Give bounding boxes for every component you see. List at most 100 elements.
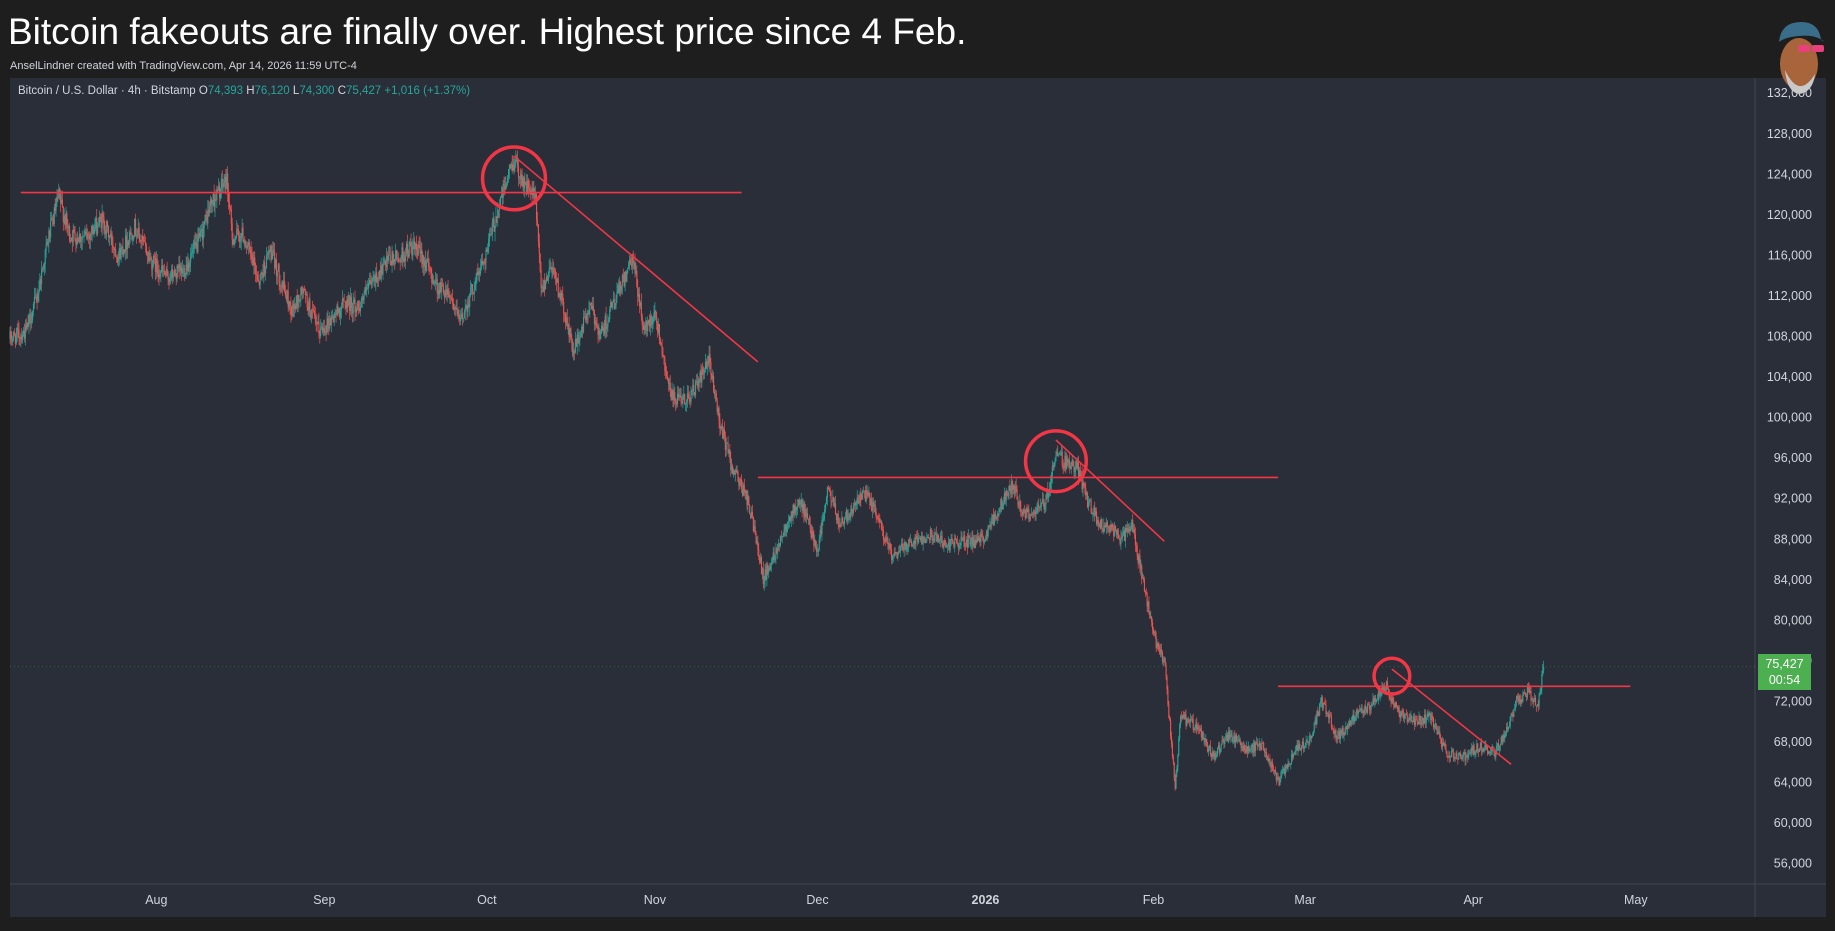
candle xyxy=(1528,683,1530,695)
candle xyxy=(1214,750,1216,763)
time-axis[interactable]: Aug Sep Oct Nov Dec 2026 Feb Mar Apr May xyxy=(145,893,1648,907)
candle xyxy=(390,260,392,266)
candle xyxy=(1022,508,1024,517)
candle xyxy=(125,228,127,261)
candle xyxy=(527,177,529,198)
candle xyxy=(989,517,991,530)
candle xyxy=(13,330,15,342)
candle xyxy=(48,227,50,254)
candle xyxy=(1356,708,1358,721)
highlight-circle[interactable] xyxy=(1372,656,1412,696)
candle xyxy=(1008,485,1010,500)
candle xyxy=(81,230,83,250)
candle xyxy=(437,283,439,300)
candle xyxy=(882,525,884,546)
candle xyxy=(869,492,871,510)
candle xyxy=(741,474,743,493)
candle xyxy=(1308,741,1310,750)
time-tick-label: May xyxy=(1624,893,1648,907)
candle xyxy=(583,311,585,318)
candle xyxy=(85,228,87,236)
candle xyxy=(571,333,573,352)
candle xyxy=(1520,698,1522,708)
candle xyxy=(512,155,514,172)
candle xyxy=(1506,722,1508,737)
candle xyxy=(636,265,638,288)
candle xyxy=(381,263,383,276)
candle xyxy=(1317,706,1319,716)
candle xyxy=(1232,736,1234,745)
candle xyxy=(870,497,872,506)
candle xyxy=(525,181,527,186)
candle xyxy=(206,211,208,226)
candle xyxy=(121,245,123,255)
candle xyxy=(1366,702,1369,715)
trend-line[interactable] xyxy=(513,155,759,363)
candle xyxy=(1068,457,1070,469)
trend-line[interactable] xyxy=(1055,439,1165,542)
candle xyxy=(1229,729,1231,743)
candle xyxy=(1413,713,1415,723)
candle xyxy=(643,321,645,336)
candle xyxy=(754,520,756,535)
candle xyxy=(837,510,839,530)
candle xyxy=(1329,709,1331,724)
candle xyxy=(545,279,547,290)
candle xyxy=(329,312,331,332)
candle xyxy=(245,240,247,249)
price-tick-label: 68,000 xyxy=(1774,735,1812,749)
candle xyxy=(1094,501,1096,522)
time-tick-label: Nov xyxy=(644,893,667,907)
candle xyxy=(1110,520,1112,533)
highlight-circle[interactable] xyxy=(1023,429,1089,494)
candle xyxy=(1339,727,1341,744)
candle xyxy=(51,215,53,227)
candle xyxy=(1417,721,1419,725)
candle xyxy=(670,388,672,402)
candle xyxy=(1045,493,1047,512)
candle xyxy=(1487,745,1489,756)
price-tick-label: 116,000 xyxy=(1768,248,1812,262)
highlight-circle[interactable] xyxy=(480,145,548,212)
candle xyxy=(1488,750,1490,755)
trend-line[interactable] xyxy=(1391,668,1512,765)
symbol-legend[interactable]: Bitcoin / U.S. Dollar · 4h · Bitstamp O7… xyxy=(18,85,470,97)
candle xyxy=(903,539,905,558)
candle xyxy=(244,236,246,250)
candle xyxy=(1171,740,1173,759)
candle xyxy=(215,189,217,202)
candle xyxy=(31,311,33,329)
candle xyxy=(1285,764,1287,773)
candle xyxy=(514,157,516,173)
candle xyxy=(255,262,257,283)
candle xyxy=(256,271,259,282)
candle xyxy=(444,281,446,298)
candle xyxy=(885,531,887,543)
candle xyxy=(1276,772,1278,783)
candle xyxy=(574,331,576,354)
candle xyxy=(443,290,445,304)
candle xyxy=(1423,709,1425,725)
candle xyxy=(568,316,570,343)
candle xyxy=(635,262,637,276)
candle xyxy=(929,526,931,543)
candle xyxy=(816,544,819,557)
candle xyxy=(934,528,936,543)
candle xyxy=(1439,726,1441,739)
candle xyxy=(855,500,857,510)
candle xyxy=(862,489,864,500)
candle xyxy=(402,242,404,269)
candle xyxy=(1037,500,1039,515)
candle xyxy=(695,374,697,386)
candle xyxy=(753,519,755,532)
candle xyxy=(1462,751,1464,763)
candle xyxy=(1427,709,1429,718)
price-axis[interactable]: 56,00060,00064,00068,00072,00076,00080,0… xyxy=(1767,86,1812,871)
candle xyxy=(270,243,272,264)
candle xyxy=(333,311,335,327)
candle xyxy=(1179,722,1181,742)
candle xyxy=(161,258,163,273)
candle xyxy=(1376,698,1378,704)
candle xyxy=(913,537,915,550)
